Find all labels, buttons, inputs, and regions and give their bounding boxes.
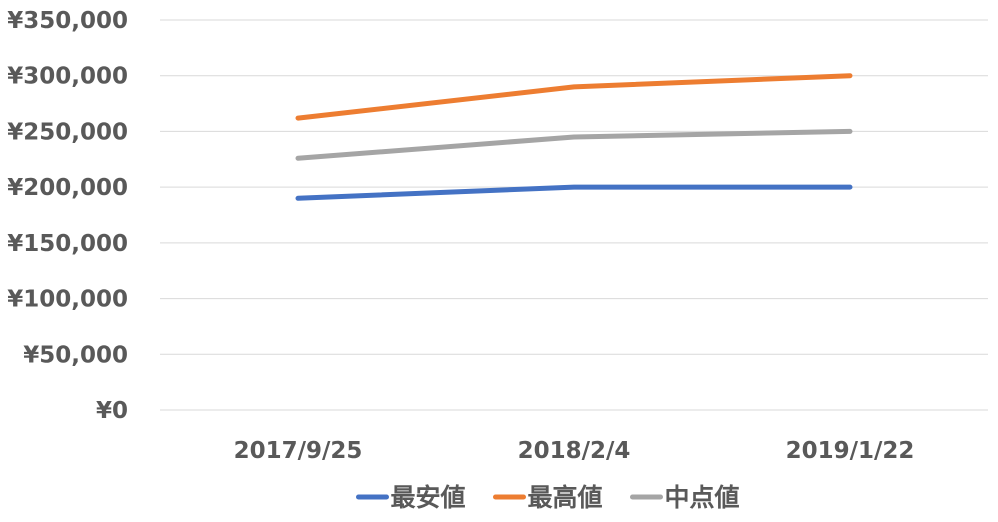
legend-label: 最安値 [391,483,466,512]
y-tick-label: ¥0 [96,398,128,424]
y-tick-label: ¥250,000 [7,119,128,145]
series-line-2 [295,128,853,161]
series-line-1 [295,73,853,121]
x-tick-label: 2018/2/4 [518,438,631,464]
series-line-0 [295,184,853,201]
y-tick-label: ¥50,000 [23,342,128,368]
x-tick-label: 2017/9/25 [234,438,363,464]
gridlines [160,19,988,411]
y-tick-label: ¥150,000 [7,231,128,257]
legend: 最安値 最高値 中点値 [356,483,740,512]
legend-item: 最安値 [356,483,466,512]
y-tick-label: ¥100,000 [7,287,128,313]
legend-label: 中点値 [665,483,740,512]
y-axis-tick-labels: ¥0 ¥50,000 ¥100,000 ¥150,000 ¥200,000 ¥250,00… [7,8,128,424]
x-axis-tick-labels: 2017/9/25 2018/2/4 2019/1/22 [234,438,915,464]
legend-item: 最高値 [493,483,603,512]
series-lines [295,73,853,201]
legend-label: 最高値 [528,483,603,512]
y-tick-label: ¥350,000 [7,8,128,34]
legend-item: 中点値 [630,483,740,512]
y-tick-label: ¥300,000 [7,64,128,90]
y-tick-label: ¥200,000 [7,175,128,201]
x-tick-label: 2019/1/22 [786,438,915,464]
